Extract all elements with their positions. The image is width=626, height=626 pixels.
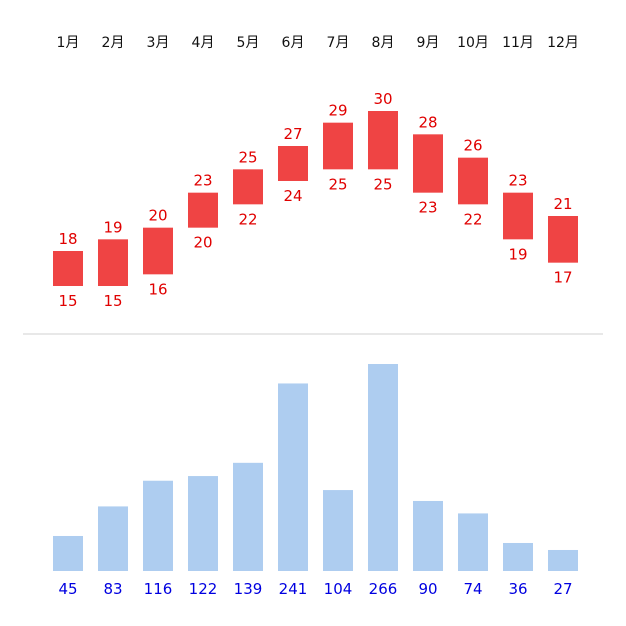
rainfall-value-label: 74 [463,580,482,598]
rainfall-bar-chart: 45 83 116 122 139 241 104 266 90 74 36 27 [53,364,578,598]
rainfall-bar [53,535,83,571]
rainfall-bar [368,364,398,571]
month-label: 4月 [192,35,215,51]
high-temp-label: 19 [103,218,122,236]
temperature-range-bar [458,157,488,205]
high-temp-label: 30 [373,90,392,108]
low-temp-label: 22 [463,210,482,228]
temperature-range-bar [98,239,128,286]
high-temp-label: 21 [553,195,572,213]
rainfall-bar [188,476,218,571]
month-label: 7月 [327,35,350,51]
month-label: 11月 [502,35,534,51]
high-temp-label: 25 [238,148,257,166]
temperature-range-bar [53,251,83,286]
high-temp-label: 23 [508,172,527,190]
low-temp-label: 25 [328,175,347,193]
rainfall-bar [233,462,263,571]
rainfall-bar [458,513,488,571]
low-temp-label: 15 [103,292,122,310]
low-temp-label: 22 [238,210,257,228]
month-label: 12月 [547,35,579,51]
rainfall-value-label: 83 [103,580,122,598]
temperature-range-bar [413,134,443,193]
high-temp-label: 20 [148,207,167,225]
low-temp-label: 23 [418,199,437,217]
temperature-range-bar [278,146,308,181]
high-temp-label: 23 [193,172,212,190]
temperature-range-bar [368,111,398,170]
temperature-range-bar [323,122,353,170]
rainfall-bar [143,480,173,571]
month-label: 10月 [457,35,489,51]
rainfall-value-label: 139 [234,580,263,598]
temperature-range-bar [503,192,533,240]
low-temp-label: 19 [508,245,527,263]
rainfall-bar [503,542,533,571]
rainfall-bar [413,500,443,571]
rainfall-bar [98,506,128,571]
rainfall-value-label: 90 [418,580,437,598]
rainfall-bar [548,549,578,571]
low-temp-label: 20 [193,234,212,252]
rainfall-bar [278,383,308,571]
temperature-range-bar [548,216,578,263]
rainfall-value-label: 266 [369,580,398,598]
low-temp-label: 16 [148,280,167,298]
rainfall-value-label: 122 [189,580,218,598]
month-label: 1月 [57,35,80,51]
high-temp-label: 18 [58,230,77,248]
rainfall-value-label: 116 [144,580,173,598]
month-label: 2月 [102,35,125,51]
low-temp-label: 25 [373,175,392,193]
temperature-range-chart: 18 15 19 15 20 16 23 20 25 22 27 24 29 25 30 25 28 23 26 22… [53,90,578,310]
rainfall-value-label: 104 [324,580,353,598]
high-temp-label: 27 [283,125,302,143]
rainfall-value-label: 241 [279,580,308,598]
low-temp-label: 24 [283,187,302,205]
month-labels: 1月 2月 3月 4月 5月 6月 7月 8月 9月 10月 11月 12月 [57,35,579,51]
rainfall-value-label: 45 [58,580,77,598]
month-label: 9月 [417,35,440,51]
rainfall-bar [323,490,353,571]
temperature-range-bar [188,192,218,228]
temperature-range-bar [233,169,263,205]
high-temp-label: 26 [463,137,482,155]
high-temp-label: 28 [418,113,437,131]
low-temp-label: 15 [58,292,77,310]
month-label: 6月 [282,35,305,51]
temperature-range-bar [143,227,173,275]
rainfall-value-label: 36 [508,580,527,598]
month-label: 8月 [372,35,395,51]
month-label: 3月 [147,35,170,51]
rainfall-value-label: 27 [553,580,572,598]
high-temp-label: 29 [328,102,347,120]
low-temp-label: 17 [553,269,572,287]
month-label: 5月 [237,35,260,51]
